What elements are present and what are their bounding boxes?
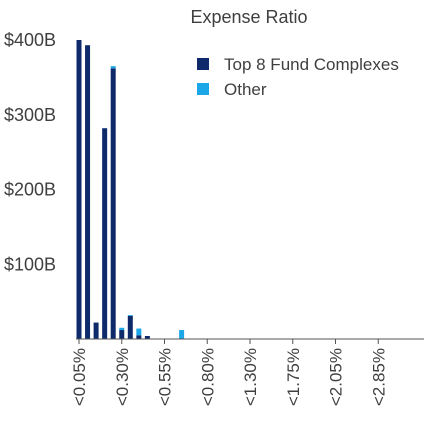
bar-other [119,327,125,331]
legend-swatch [197,83,209,95]
x-tick-label: <2.05% [327,348,346,406]
x-tick-label: <0.80% [198,348,217,406]
y-tick-label: $200B [4,180,56,200]
legend-swatch [197,58,209,70]
bars [76,40,185,340]
bar-other [136,328,142,336]
bar-top8 [102,128,108,339]
y-tick-label: $400B [4,30,56,50]
legend: Top 8 Fund Complexes Other [197,55,399,99]
x-tick-label: <2.85% [369,348,388,406]
bar-other [179,330,185,339]
x-tick-label: <1.75% [284,348,303,406]
x-tick-label: <0.55% [156,348,175,406]
bar-other [110,66,116,69]
x-tick-label: <0.30% [113,348,132,406]
bar-top8 [85,45,91,339]
y-axis-ticks: $100B $200B $300B $400B [4,30,56,274]
bar-top8 [93,322,99,339]
bar-top8 [119,330,125,339]
x-tick-label: <1.30% [241,348,260,406]
y-tick-label: $100B [4,254,56,274]
legend-label: Other [224,80,267,99]
bar-other [127,315,133,316]
chart-title: Expense Ratio [190,7,307,27]
x-tick-label: <0.05% [70,348,89,406]
bar-top8 [127,315,133,339]
bar-top8 [136,335,142,339]
x-axis-ticks: <0.05% <0.30% <0.55% <0.80% <1.30% <1.75% <2.0… [70,339,388,406]
bar-top8 [110,68,116,340]
y-tick-label: $300B [4,105,56,125]
bar-top8 [144,336,150,339]
bar-top8 [76,40,82,339]
legend-label: Top 8 Fund Complexes [224,55,399,74]
